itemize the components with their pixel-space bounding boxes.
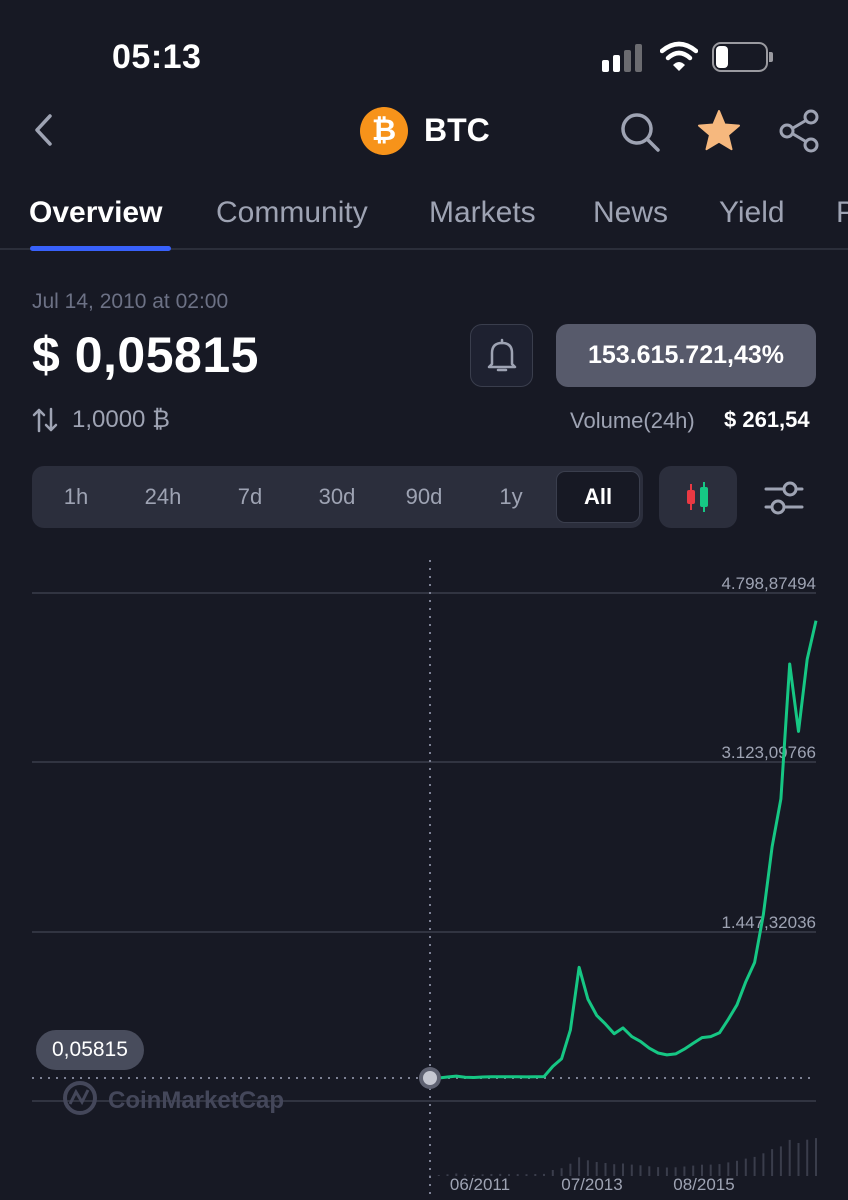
volume-bar <box>569 1163 572 1176</box>
volume-bar <box>551 1170 554 1176</box>
price-alert-button[interactable] <box>470 324 533 387</box>
volume-bar <box>604 1163 607 1176</box>
active-tab-indicator <box>30 246 171 251</box>
volume-bar <box>788 1139 791 1176</box>
candlestick-toggle-button[interactable] <box>659 466 737 528</box>
volume-bar <box>613 1164 616 1176</box>
tab-news[interactable]: News <box>593 196 669 229</box>
y-tick-label: 4.798,87494 <box>721 574 816 593</box>
price-change-badge[interactable]: 153.615.721,43% <box>556 324 816 387</box>
y-tick-label: 1.447,32036 <box>721 913 816 932</box>
volume-value: $ 261,54 <box>724 407 810 432</box>
volume-bar <box>692 1165 695 1176</box>
volume-bar <box>727 1162 730 1176</box>
volume-bar <box>516 1174 519 1176</box>
x-tick-label: 07/2013 <box>561 1175 622 1194</box>
range-1y[interactable]: 1y <box>499 484 523 509</box>
range-7d[interactable]: 7d <box>237 484 263 509</box>
volume-bar <box>464 1174 467 1176</box>
tab-markets[interactable]: Markets <box>429 196 536 229</box>
volume-bar <box>560 1168 563 1176</box>
price-chart[interactable]: 4.798,87494 3.123,09766 1.447,32036 Coin… <box>0 540 848 1200</box>
volume-bar <box>779 1146 782 1176</box>
volume-bar <box>622 1163 624 1176</box>
volume-bar <box>543 1173 545 1176</box>
volume-bar <box>525 1174 528 1176</box>
volume-bar <box>797 1143 800 1176</box>
volume-bar <box>674 1167 677 1176</box>
volume-bar <box>709 1164 712 1176</box>
volume-bar <box>455 1173 458 1176</box>
crosshair-dot <box>423 1071 437 1085</box>
volume-bar <box>586 1160 589 1176</box>
volume-bar <box>437 1175 440 1176</box>
btc-conversion: 1,0000 ₿ <box>72 406 170 433</box>
volume-bar <box>508 1174 510 1176</box>
volume-bar <box>744 1158 747 1176</box>
back-icon[interactable] <box>30 112 60 148</box>
volume-label: Volume(24h) <box>570 408 695 433</box>
volume-bar <box>683 1166 686 1176</box>
volume-bar <box>578 1157 581 1176</box>
volume-bar <box>701 1164 703 1176</box>
volume-bar <box>753 1156 756 1176</box>
range-30d[interactable]: 30d <box>318 484 356 509</box>
volume-bar <box>639 1165 642 1176</box>
chart-settings-icon[interactable] <box>762 478 806 518</box>
volume-bar <box>534 1174 537 1176</box>
x-tick-label: 08/2015 <box>673 1175 734 1194</box>
share-icon[interactable] <box>776 108 822 154</box>
volume-bar <box>472 1174 475 1176</box>
volume-bars <box>429 1138 817 1176</box>
volume-bar <box>771 1149 774 1176</box>
coinmarketcap-watermark: CoinMarketCap <box>63 1081 284 1115</box>
candlestick-icon <box>687 482 708 512</box>
battery-icon <box>712 42 774 72</box>
cellular-signal-icon <box>602 44 644 72</box>
search-icon[interactable] <box>618 110 662 154</box>
coin-symbol: BTC <box>424 112 490 148</box>
wifi-icon <box>660 41 698 71</box>
star-icon[interactable] <box>696 108 742 154</box>
volume-bar <box>446 1174 449 1176</box>
volume-bar <box>595 1162 598 1176</box>
x-tick-label: 06/2011 <box>450 1175 510 1194</box>
price-value: $ 0,05815 <box>32 327 259 383</box>
volume-bar <box>490 1174 493 1176</box>
price-line <box>430 620 818 1080</box>
volume-bar <box>630 1164 633 1176</box>
time-range-selector: 1h 24h 7d 30d 90d 1y All <box>32 466 643 528</box>
status-time: 05:13 <box>112 38 202 76</box>
volume-bar <box>815 1138 817 1176</box>
range-90d[interactable]: 90d <box>405 484 443 509</box>
range-24h[interactable]: 24h <box>144 484 182 509</box>
volume-bar <box>665 1167 668 1176</box>
volume-bar <box>648 1166 651 1176</box>
tab-partial[interactable]: P <box>836 196 848 229</box>
tab-overview[interactable]: Overview <box>29 196 163 229</box>
tab-community[interactable]: Community <box>216 196 368 229</box>
volume-bar <box>657 1167 660 1176</box>
bell-icon <box>487 338 516 371</box>
volume-bar <box>481 1174 484 1176</box>
swap-arrows-icon[interactable] <box>32 407 58 433</box>
volume-bar <box>718 1164 721 1176</box>
crosshair-price-label: 0,05815 <box>36 1030 144 1070</box>
y-tick-label: 3.123,09766 <box>721 743 816 762</box>
volume-bar <box>429 1175 431 1176</box>
watermark-text: CoinMarketCap <box>108 1087 284 1114</box>
range-1h[interactable]: 1h <box>63 484 89 509</box>
price-date: Jul 14, 2010 at 02:00 <box>32 290 229 313</box>
tab-yield[interactable]: Yield <box>719 196 785 229</box>
volume-bar <box>806 1139 809 1176</box>
volume-bar <box>499 1173 502 1176</box>
btc-coin-icon: ₿ <box>360 107 408 155</box>
tab-bar: Overview Community Markets News Yield P <box>0 188 848 251</box>
volume-bar <box>762 1153 765 1176</box>
volume-bar <box>736 1160 738 1176</box>
range-all[interactable]: All <box>556 471 640 523</box>
